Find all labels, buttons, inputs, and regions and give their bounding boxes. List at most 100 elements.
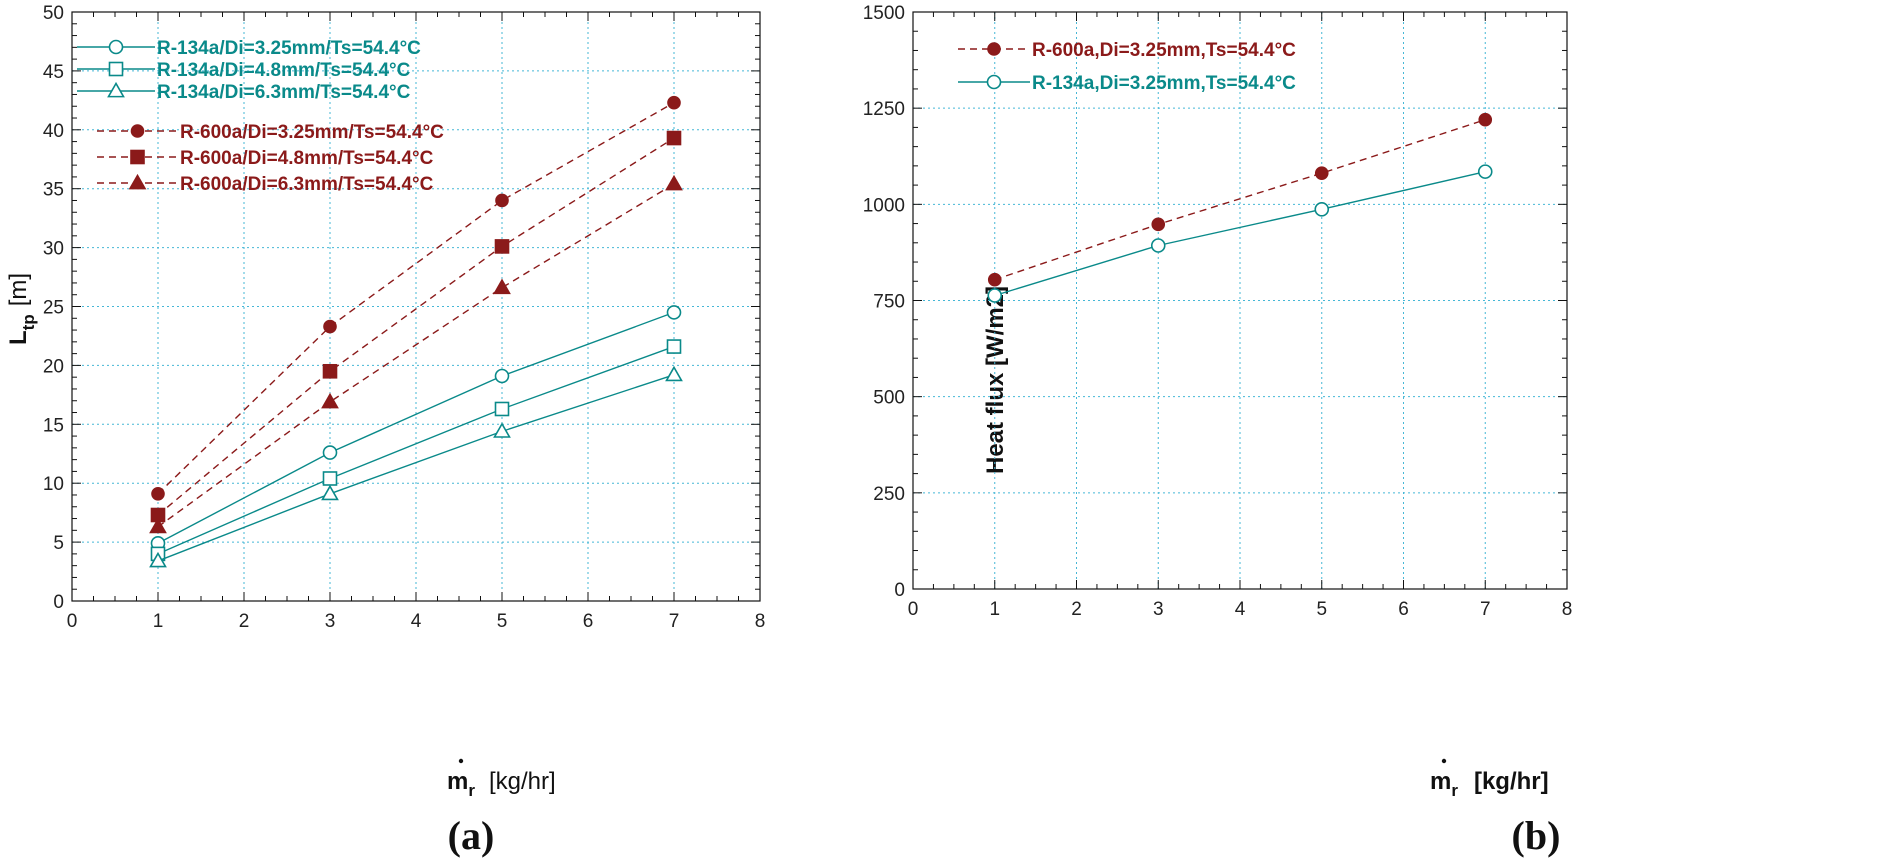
panel-a-y-tick-label: 0 [53, 592, 64, 613]
panel-a-data-point [494, 401, 510, 417]
panel-a-x-axis-title: mr [kg/hr] [447, 758, 556, 800]
panel-a-ylabel-sub: tp [19, 314, 38, 330]
panel-a-xlabel-sub: r [468, 781, 475, 800]
panel-a-ticks [71, 11, 761, 602]
panel-a-data-point [665, 365, 683, 382]
panel-a-series-3 [149, 365, 683, 568]
panel-a-y-tick-label: 45 [43, 62, 64, 83]
panel-b-x-axis-title: mr [kg/hr] [1430, 758, 1549, 800]
panel-a-x-tick-label: 7 [669, 611, 680, 632]
panel-a-y-tick-label: 25 [43, 298, 64, 319]
panel-a-x-tick-label: 1 [153, 611, 164, 632]
panel-b-label: (b) [1512, 813, 1561, 858]
panel-b-y-tick-label: 500 [873, 388, 905, 409]
panel-a-legend-marker [108, 61, 124, 77]
panel-a-x-tick-label: 3 [325, 611, 336, 632]
panel-a-legend-entry-6: R-600a/Di=6.3mm/Ts=54.4°C [97, 173, 434, 195]
panel-a-data-point [666, 339, 682, 354]
panel-a-y-tick-label: 30 [43, 239, 64, 260]
panel-b-legend-label: R-600a,Di=3.25mm,Ts=54.4°C [1032, 40, 1296, 61]
panel-a-data-point [322, 363, 338, 379]
panel-a-x-tick-label: 0 [67, 611, 78, 632]
panel-a-data-point [149, 551, 167, 568]
panel-a-series-line [157, 345, 675, 555]
panel-b-x-tick-label: 6 [1398, 599, 1409, 620]
panel-a-data-point [494, 368, 510, 384]
panel-a-series-line [157, 311, 675, 544]
panel-a-xlabel-main: m [447, 768, 468, 795]
panel-a-legend-label: R-134a/Di=4.8mm/Ts=54.4°C [157, 60, 411, 81]
panel-a-legend-marker [108, 39, 124, 55]
panel-a-y-tick-label: 50 [43, 3, 64, 24]
panel-a-data-point [323, 319, 337, 334]
panel-b-x-tick-label: 5 [1316, 599, 1327, 620]
panel-a-data-point [493, 422, 511, 438]
panel-a-data-point [322, 445, 338, 460]
panel-a-series-6 [149, 174, 683, 534]
panel-a-legend-label: R-134a/Di=6.3mm/Ts=54.4°C [157, 82, 411, 103]
panel-a-x-tick-label: 2 [239, 611, 250, 632]
panel-a-legend-label: R-600a/Di=6.3mm/Ts=54.4°C [180, 174, 434, 195]
panel-b-data-point [1314, 202, 1330, 217]
panel-b-xlabel-dot [1441, 758, 1447, 764]
panel-a-y-tick-label: 15 [43, 415, 64, 436]
panel-a-data-point [321, 392, 339, 409]
panel-a-legend-marker [128, 173, 147, 190]
panel-a-x-tick-label: 5 [497, 611, 508, 632]
svg-text:Ltp[m]: Ltp [m] [5, 273, 38, 345]
panel-b-data-point [987, 288, 1003, 303]
panel-a-y-tick-label: 5 [53, 533, 64, 554]
panel-a-legend-marker [107, 81, 125, 98]
panel-b-data-point [987, 272, 1002, 287]
panel-a-legend-label: R-600a/Di=4.8mm/Ts=54.4°C [180, 148, 434, 169]
panel-a-data-point [322, 471, 338, 486]
panel-a-legend-entry-2: R-134a/Di=4.8mm/Ts=54.4°C [77, 60, 411, 81]
panel-a-series-line [157, 137, 675, 516]
panel-a-grid [72, 12, 760, 601]
svg-text:mr[kg/hr]: mr [kg/hr] [1430, 768, 1549, 800]
panel-a-legend-label: R-600a/Di=3.25mm/Ts=54.4°C [180, 122, 444, 143]
panel-a-data-point [667, 95, 681, 110]
panel-b-x-tick-label: 4 [1235, 599, 1246, 620]
panel-b-xlabel-main: m [1430, 768, 1451, 795]
panel-a-data-point [493, 278, 511, 295]
panel-b-data-point [1151, 217, 1166, 232]
panel-b-legend-entry-2: R-134a,Di=3.25mm,Ts=54.4°C [958, 73, 1296, 94]
panel-b-series-line [994, 170, 1486, 297]
panel-a-chart: 0 1 2 3 4 5 6 7 805101520253035404550R-134a/Di=3… [43, 3, 765, 632]
panel-b-series-1 [987, 112, 1493, 287]
panel-b-series-2 [987, 164, 1493, 303]
panel-a-data-point [666, 130, 682, 146]
panel-a-y-tick-label: 35 [43, 180, 64, 201]
panel-a-data-point [151, 487, 165, 501]
panel-a-data-point [495, 193, 509, 208]
panel-b-x-tick-label: 8 [1562, 599, 1573, 620]
panel-a-y-tick-label: 20 [43, 356, 64, 377]
panel-b-x-tick-label: 2 [1071, 599, 1082, 620]
panel-b-y-tick-label: 750 [873, 292, 905, 313]
panel-a-data-point [149, 517, 167, 534]
panel-a-xlabel-unit: [kg/hr] [489, 768, 556, 795]
panel-b-x-tick-label: 1 [989, 599, 1000, 620]
panel-a-y-tick-label: 40 [43, 121, 64, 142]
panel-b-plot-frame [912, 11, 1568, 590]
panel-a-x-tick-label: 6 [583, 611, 594, 632]
panel-a-legend-entry-3: R-134a/Di=6.3mm/Ts=54.4°C [77, 81, 411, 103]
panel-b-x-tick-label: 7 [1480, 599, 1491, 620]
panel-b-y-tick-label: 250 [873, 484, 905, 505]
panel-a-plot-frame [71, 11, 761, 602]
panel-a-data-point [494, 239, 510, 254]
panel-a-series-line [157, 183, 675, 528]
panel-b-y-tick-label: 1250 [863, 99, 905, 120]
panel-a-series-line [157, 102, 675, 495]
panel-a-series-5 [150, 130, 682, 523]
panel-a-data-point [321, 484, 339, 501]
panel-b-legend-entry-1: R-600a,Di=3.25mm,Ts=54.4°C [958, 40, 1296, 61]
panel-a-x-tick-label: 8 [755, 611, 766, 632]
panel-a-ylabel-main: L [5, 330, 32, 345]
panel-b-data-point [1477, 164, 1493, 179]
panel-a-legend-entry-1: R-134a/Di=3.25mm/Ts=54.4°C [77, 38, 421, 59]
panel-b-y-tick-label: 1500 [863, 3, 905, 24]
panel-a-ylabel-unit: [m] [5, 273, 32, 306]
